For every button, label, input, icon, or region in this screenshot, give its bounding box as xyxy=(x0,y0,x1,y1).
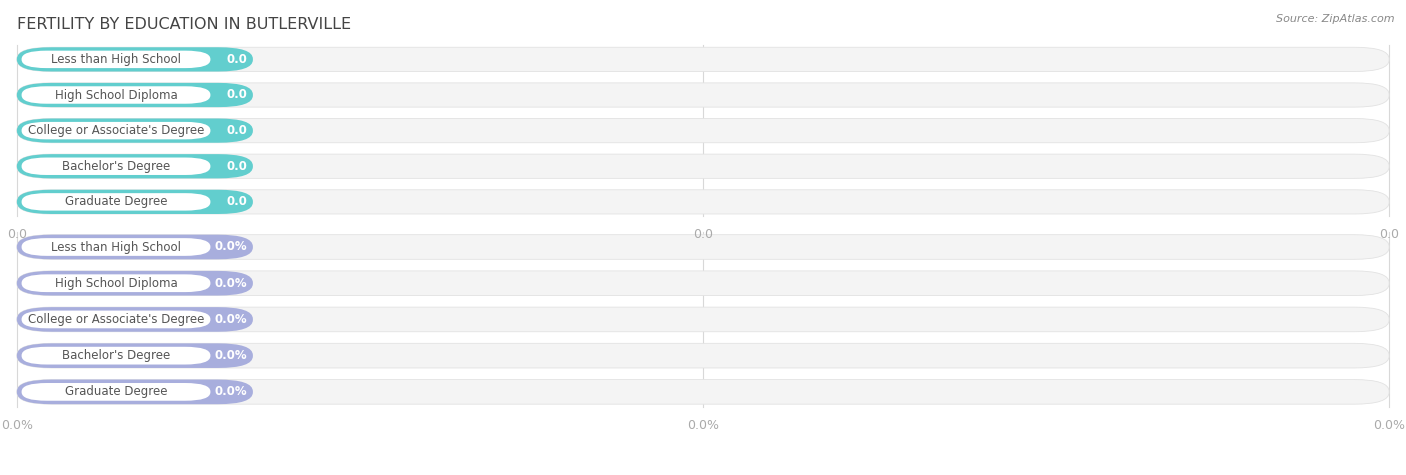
Text: High School Diploma: High School Diploma xyxy=(55,277,177,290)
FancyBboxPatch shape xyxy=(17,154,253,179)
Text: 0.0%: 0.0% xyxy=(215,385,247,399)
Text: College or Associate's Degree: College or Associate's Degree xyxy=(28,124,204,137)
FancyBboxPatch shape xyxy=(17,48,1389,72)
Text: 0.0%: 0.0% xyxy=(215,277,247,290)
FancyBboxPatch shape xyxy=(21,311,211,328)
FancyBboxPatch shape xyxy=(17,271,253,295)
Text: Less than High School: Less than High School xyxy=(51,240,181,254)
Text: FERTILITY BY EDUCATION IN BUTLERVILLE: FERTILITY BY EDUCATION IN BUTLERVILLE xyxy=(17,17,352,32)
Text: 0.0: 0.0 xyxy=(226,53,247,66)
FancyBboxPatch shape xyxy=(21,193,211,210)
FancyBboxPatch shape xyxy=(17,118,1389,142)
FancyBboxPatch shape xyxy=(21,238,211,256)
FancyBboxPatch shape xyxy=(17,380,253,404)
Text: Less than High School: Less than High School xyxy=(51,53,181,66)
FancyBboxPatch shape xyxy=(17,190,1389,214)
FancyBboxPatch shape xyxy=(21,383,211,401)
Text: 0.0: 0.0 xyxy=(226,124,247,137)
FancyBboxPatch shape xyxy=(21,158,211,175)
Text: College or Associate's Degree: College or Associate's Degree xyxy=(28,313,204,326)
Text: Graduate Degree: Graduate Degree xyxy=(65,195,167,209)
FancyBboxPatch shape xyxy=(17,271,1389,295)
FancyBboxPatch shape xyxy=(21,347,211,364)
Text: 0.0: 0.0 xyxy=(693,228,713,241)
FancyBboxPatch shape xyxy=(17,235,1389,259)
FancyBboxPatch shape xyxy=(17,380,1389,404)
Text: 0.0: 0.0 xyxy=(226,160,247,173)
FancyBboxPatch shape xyxy=(17,83,1389,107)
FancyBboxPatch shape xyxy=(17,343,1389,368)
FancyBboxPatch shape xyxy=(21,51,211,68)
Text: High School Diploma: High School Diploma xyxy=(55,88,177,102)
Text: 0.0%: 0.0% xyxy=(215,349,247,362)
Text: 0.0%: 0.0% xyxy=(1,418,32,431)
Text: 0.0%: 0.0% xyxy=(1374,418,1405,431)
Text: Source: ZipAtlas.com: Source: ZipAtlas.com xyxy=(1277,14,1395,24)
Text: 0.0%: 0.0% xyxy=(688,418,718,431)
FancyBboxPatch shape xyxy=(17,343,253,368)
FancyBboxPatch shape xyxy=(17,83,253,107)
FancyBboxPatch shape xyxy=(17,190,253,214)
Text: 0.0: 0.0 xyxy=(1379,228,1399,241)
FancyBboxPatch shape xyxy=(17,48,253,72)
Text: Bachelor's Degree: Bachelor's Degree xyxy=(62,160,170,173)
Text: 0.0%: 0.0% xyxy=(215,240,247,254)
FancyBboxPatch shape xyxy=(21,86,211,104)
FancyBboxPatch shape xyxy=(21,275,211,292)
FancyBboxPatch shape xyxy=(17,154,1389,179)
FancyBboxPatch shape xyxy=(17,307,253,332)
Text: 0.0: 0.0 xyxy=(226,195,247,209)
FancyBboxPatch shape xyxy=(17,307,1389,332)
FancyBboxPatch shape xyxy=(17,118,253,142)
Text: 0.0: 0.0 xyxy=(7,228,27,241)
Text: Bachelor's Degree: Bachelor's Degree xyxy=(62,349,170,362)
FancyBboxPatch shape xyxy=(17,235,253,259)
FancyBboxPatch shape xyxy=(21,122,211,139)
Text: Graduate Degree: Graduate Degree xyxy=(65,385,167,399)
Text: 0.0: 0.0 xyxy=(226,88,247,102)
Text: 0.0%: 0.0% xyxy=(215,313,247,326)
